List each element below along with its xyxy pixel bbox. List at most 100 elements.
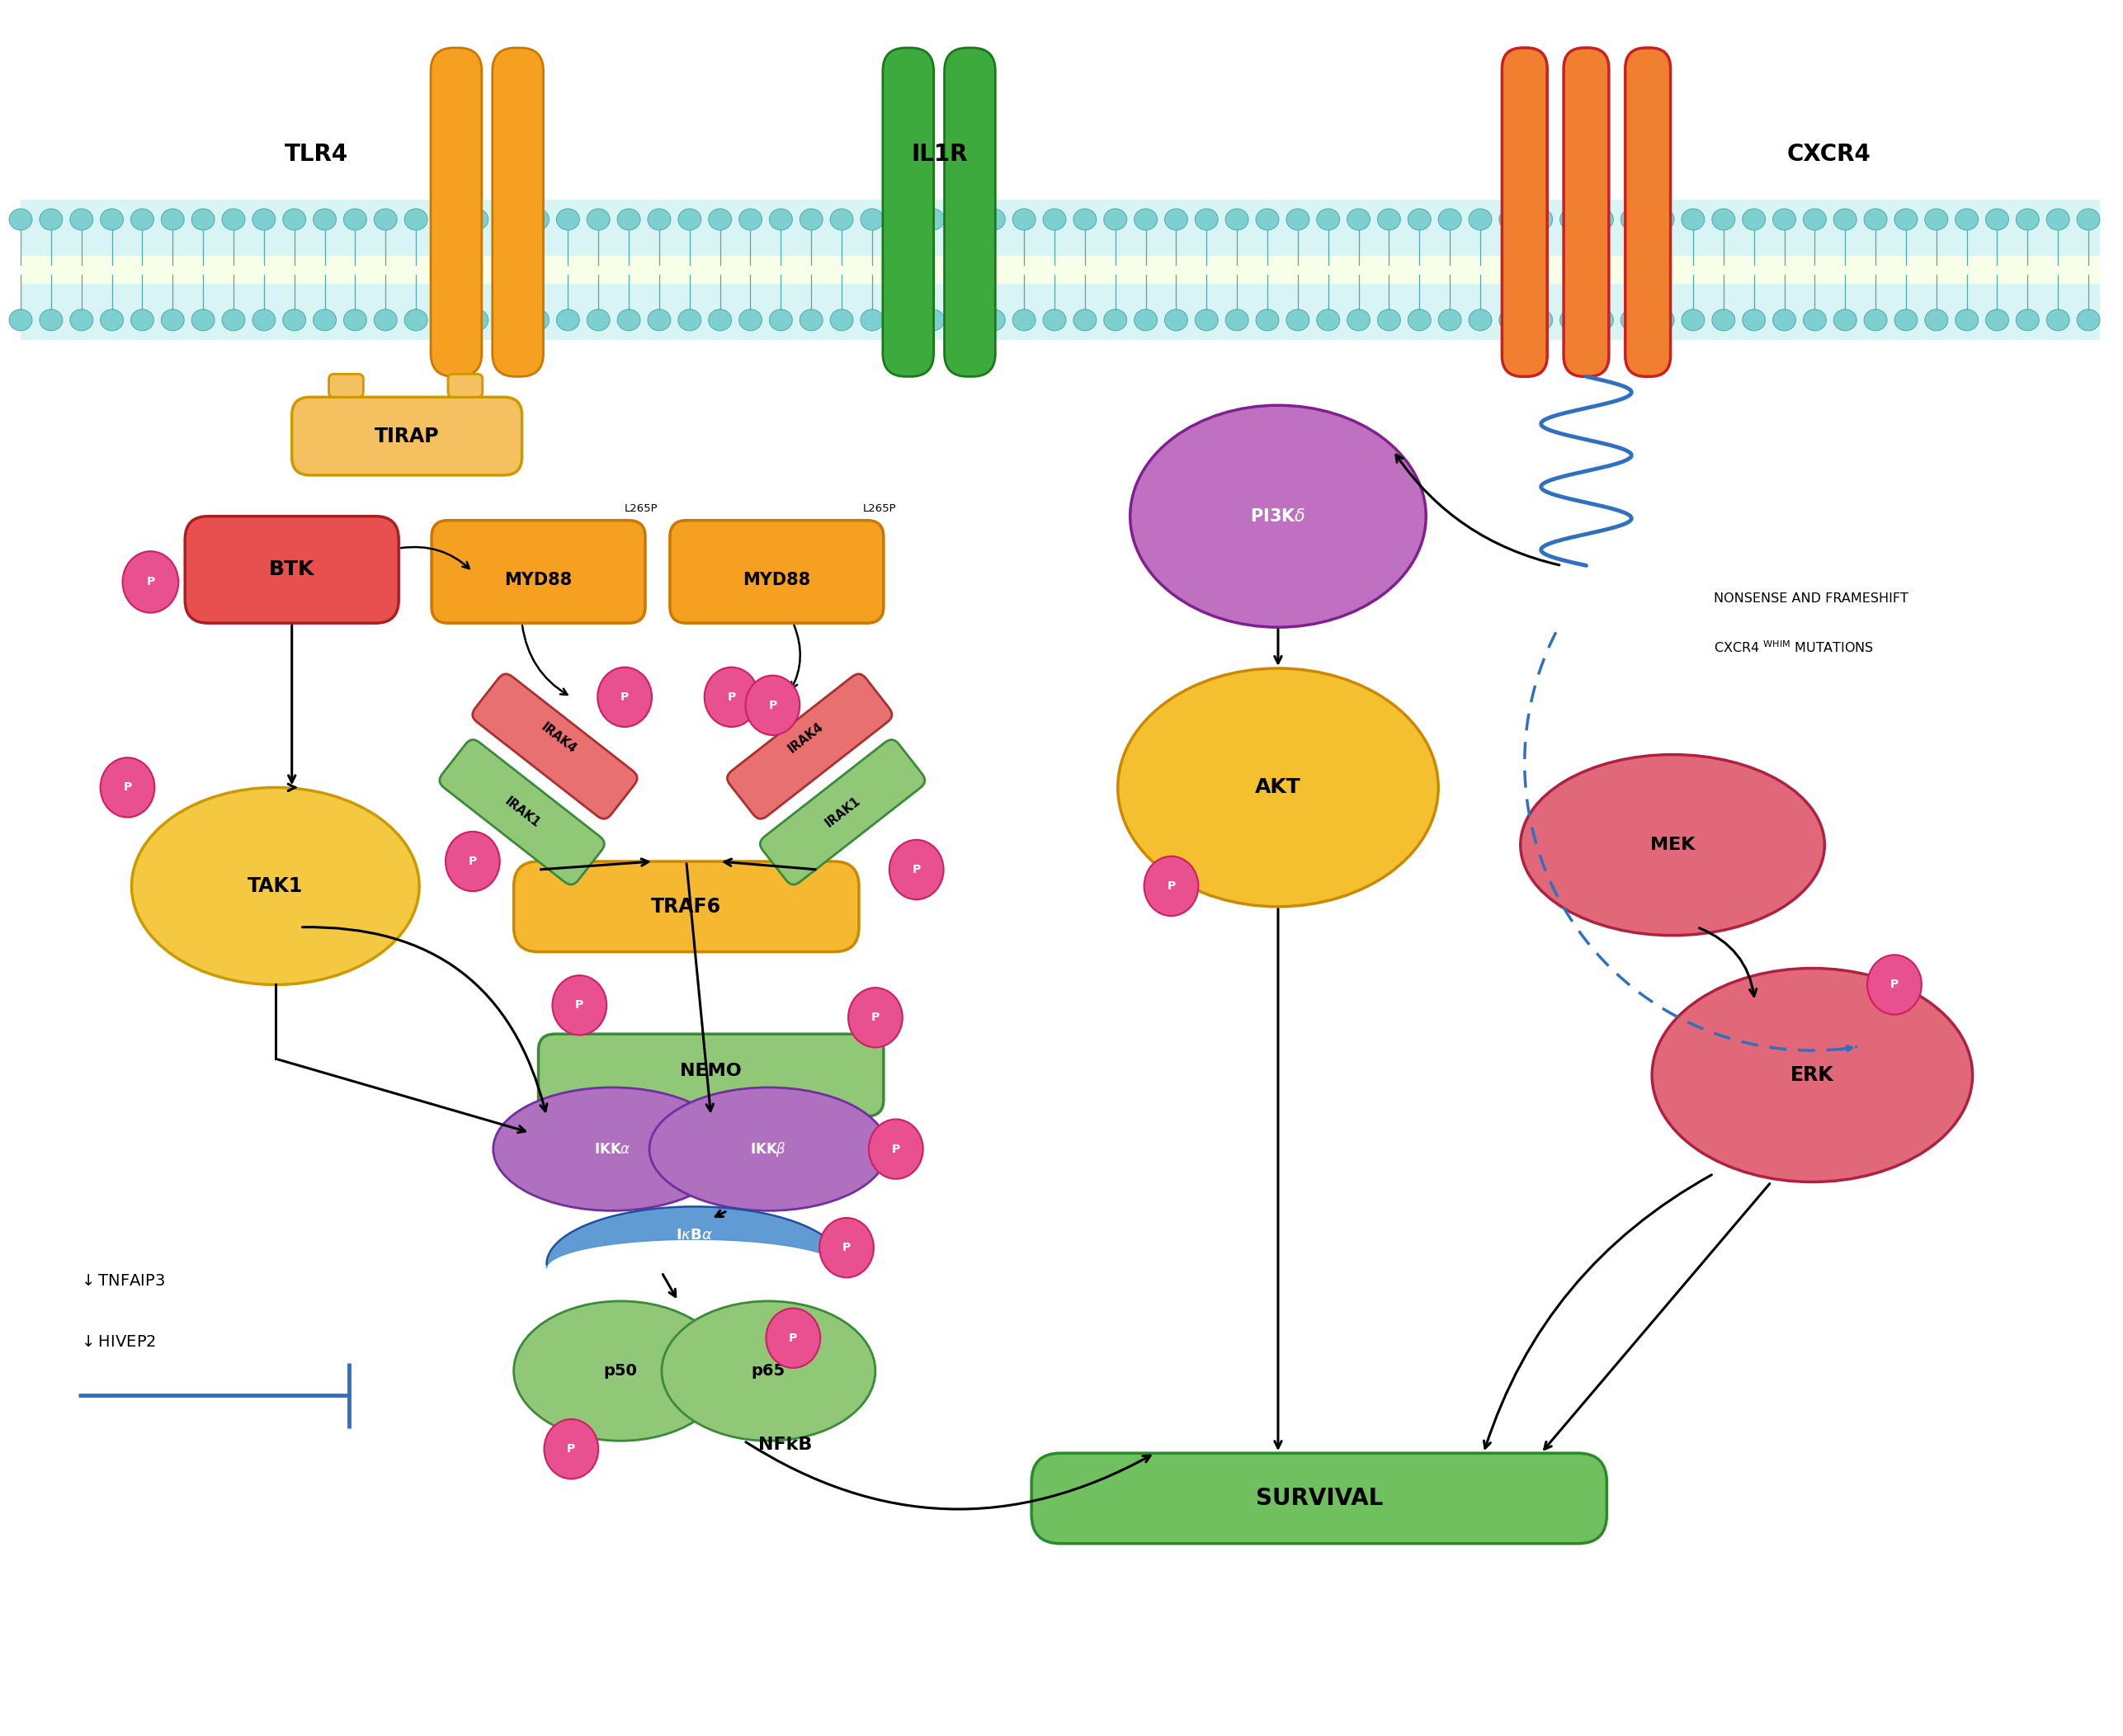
FancyBboxPatch shape — [439, 740, 605, 885]
Ellipse shape — [1104, 309, 1127, 330]
Ellipse shape — [282, 208, 306, 231]
Ellipse shape — [983, 309, 1004, 330]
Ellipse shape — [2076, 309, 2100, 330]
Ellipse shape — [1773, 309, 1796, 330]
Ellipse shape — [40, 309, 62, 330]
Ellipse shape — [191, 208, 214, 231]
Text: ERK: ERK — [1790, 1066, 1834, 1085]
Text: NEMO: NEMO — [679, 1062, 741, 1080]
Text: PI3K$\delta$: PI3K$\delta$ — [1250, 509, 1306, 524]
Text: SURVIVAL: SURVIVAL — [1255, 1486, 1382, 1510]
Ellipse shape — [1652, 309, 1675, 330]
Text: P: P — [870, 1012, 879, 1023]
Text: P: P — [913, 865, 921, 875]
Text: I$\kappa$B$\alpha$: I$\kappa$B$\alpha$ — [675, 1227, 713, 1243]
Ellipse shape — [618, 309, 641, 330]
FancyBboxPatch shape — [671, 521, 883, 623]
Ellipse shape — [374, 309, 397, 330]
Ellipse shape — [662, 1300, 875, 1441]
Ellipse shape — [8, 309, 32, 330]
Ellipse shape — [597, 667, 652, 727]
Ellipse shape — [493, 1087, 732, 1210]
Ellipse shape — [921, 309, 945, 330]
Ellipse shape — [253, 309, 276, 330]
Ellipse shape — [132, 208, 153, 231]
Ellipse shape — [1129, 404, 1427, 627]
Ellipse shape — [892, 208, 915, 231]
Ellipse shape — [1529, 309, 1552, 330]
Ellipse shape — [405, 208, 427, 231]
Ellipse shape — [344, 208, 367, 231]
Text: P: P — [1889, 979, 1898, 991]
Ellipse shape — [2076, 208, 2100, 231]
Ellipse shape — [769, 309, 792, 330]
Text: IRAK4: IRAK4 — [539, 720, 580, 755]
Ellipse shape — [2047, 208, 2070, 231]
Ellipse shape — [543, 1420, 599, 1479]
Ellipse shape — [282, 309, 306, 330]
Ellipse shape — [1166, 309, 1187, 330]
FancyBboxPatch shape — [1565, 49, 1609, 377]
Bar — [21, 255, 2100, 283]
Ellipse shape — [1499, 309, 1522, 330]
Polygon shape — [546, 1207, 843, 1269]
Text: IRAK1: IRAK1 — [822, 795, 862, 830]
Ellipse shape — [983, 208, 1004, 231]
Ellipse shape — [2017, 309, 2038, 330]
FancyBboxPatch shape — [185, 516, 399, 623]
Ellipse shape — [745, 675, 800, 734]
Ellipse shape — [223, 309, 244, 330]
Ellipse shape — [1773, 208, 1796, 231]
Ellipse shape — [1985, 208, 2008, 231]
Ellipse shape — [1013, 309, 1036, 330]
Ellipse shape — [1894, 208, 1917, 231]
Ellipse shape — [70, 309, 93, 330]
Ellipse shape — [1681, 208, 1705, 231]
Ellipse shape — [868, 1120, 924, 1179]
Ellipse shape — [1316, 309, 1340, 330]
Ellipse shape — [1743, 208, 1766, 231]
Ellipse shape — [556, 309, 580, 330]
Ellipse shape — [800, 309, 824, 330]
Text: L265P: L265P — [862, 503, 896, 514]
Text: P: P — [843, 1241, 851, 1253]
Ellipse shape — [1802, 309, 1826, 330]
Ellipse shape — [161, 309, 185, 330]
Text: P: P — [575, 1000, 584, 1010]
Ellipse shape — [1348, 208, 1369, 231]
Ellipse shape — [132, 309, 153, 330]
FancyBboxPatch shape — [448, 373, 482, 398]
Ellipse shape — [1437, 208, 1461, 231]
Ellipse shape — [1257, 309, 1278, 330]
FancyBboxPatch shape — [728, 674, 892, 819]
Text: p65: p65 — [752, 1363, 786, 1378]
Ellipse shape — [123, 552, 178, 613]
Ellipse shape — [1408, 208, 1431, 231]
Ellipse shape — [191, 309, 214, 330]
Ellipse shape — [709, 309, 732, 330]
Ellipse shape — [1499, 208, 1522, 231]
Ellipse shape — [556, 208, 580, 231]
Ellipse shape — [1104, 208, 1127, 231]
Text: MEK: MEK — [1650, 837, 1694, 852]
Ellipse shape — [1119, 668, 1437, 906]
Ellipse shape — [951, 309, 974, 330]
Ellipse shape — [709, 208, 732, 231]
Ellipse shape — [1378, 208, 1401, 231]
Text: CXCR4: CXCR4 — [1788, 142, 1870, 167]
Ellipse shape — [2017, 208, 2038, 231]
Ellipse shape — [100, 757, 155, 818]
Ellipse shape — [892, 309, 915, 330]
Ellipse shape — [618, 208, 641, 231]
Text: P: P — [567, 1443, 575, 1455]
Ellipse shape — [1316, 208, 1340, 231]
Ellipse shape — [1868, 955, 1921, 1014]
Text: IRAK1: IRAK1 — [501, 795, 541, 830]
Ellipse shape — [1620, 309, 1643, 330]
Ellipse shape — [1378, 309, 1401, 330]
Ellipse shape — [1926, 208, 1949, 231]
Ellipse shape — [1834, 309, 1858, 330]
Ellipse shape — [1134, 208, 1157, 231]
Ellipse shape — [1348, 309, 1369, 330]
Ellipse shape — [527, 309, 550, 330]
